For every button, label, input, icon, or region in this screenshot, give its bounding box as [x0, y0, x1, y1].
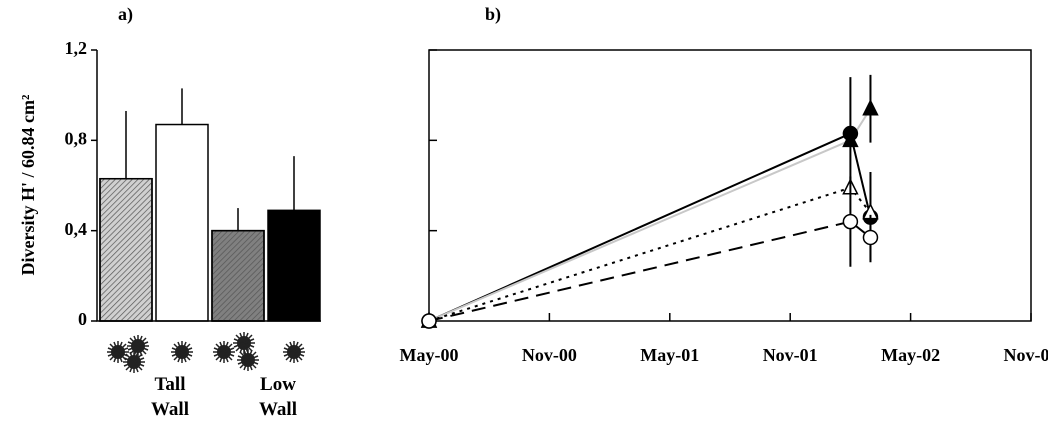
y-tick-label: 1,2 — [65, 38, 88, 58]
x-tick-label: Nov-00 — [522, 345, 577, 365]
series-line — [428, 108, 872, 322]
x-tick-label: Nov-02 — [1004, 345, 1048, 365]
group-label: Tall Wall — [150, 374, 189, 420]
y-axis-label: Diversity H' / 60.84 cm² — [18, 95, 38, 276]
x-tick-label: May-02 — [881, 345, 940, 365]
axis-frame — [96, 50, 321, 322]
bar-hatch — [99, 177, 153, 322]
x-tick-label: May-00 — [400, 345, 459, 365]
panel-a-title: a) — [118, 4, 133, 25]
y-tick-label: 0,4 — [65, 219, 88, 239]
y-tick-label: 0,8 — [65, 128, 88, 148]
marker — [842, 130, 859, 148]
marker — [842, 213, 859, 230]
bar — [155, 123, 209, 322]
marker — [862, 99, 879, 116]
series-line — [428, 186, 872, 322]
marker — [421, 313, 437, 329]
panel-b-title: b) — [485, 4, 501, 25]
x-tick-label: May-01 — [640, 345, 699, 365]
group-label: Low Wall — [258, 374, 297, 420]
marker — [862, 229, 879, 246]
bar — [267, 209, 321, 322]
series-line — [428, 220, 872, 322]
urchin-icons — [106, 331, 306, 374]
y-tick-label: 0 — [78, 309, 87, 329]
bar-hatch — [211, 229, 265, 322]
x-tick-label: Nov-01 — [763, 345, 818, 365]
plot-frame — [428, 49, 1032, 322]
